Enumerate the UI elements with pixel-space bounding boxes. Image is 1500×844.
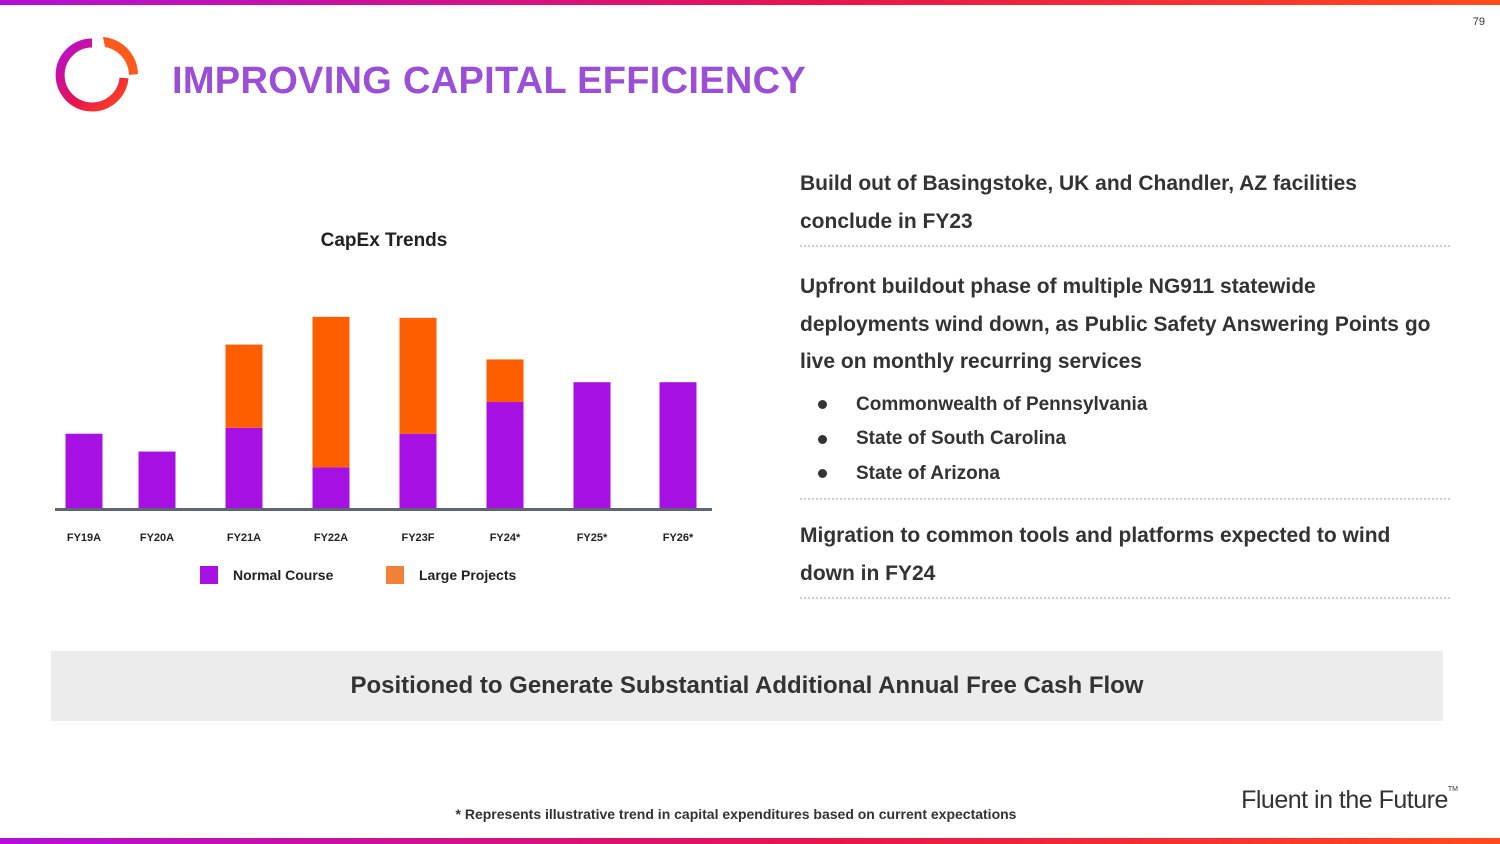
bullet-icon: [818, 469, 827, 479]
state-label: State of South Carolina: [856, 428, 1067, 449]
summary-banner: Positioned to Generate Substantial Addit…: [51, 651, 1443, 721]
bar-normal-course-fy20a: [138, 451, 176, 508]
state-list: Commonwealth of Pennsylvania State of So…: [800, 388, 1450, 492]
legend-swatch-large-projects: [386, 566, 404, 584]
point-migration: Migration to common tools and platforms …: [800, 500, 1450, 599]
bar-large-projects-fy24: [486, 359, 524, 403]
bar-normal-course-fy19a: [65, 433, 103, 508]
chart-title: CapEx Trends: [320, 230, 448, 251]
bar-normal-course-fy26: [659, 382, 697, 508]
ring-logo-icon: [55, 37, 138, 112]
tagline-text: Fluent in the Future: [1241, 786, 1448, 814]
right-panel: Build out of Basingstoke, UK and Chandle…: [800, 165, 1450, 599]
x-tick-label: FY26*: [663, 532, 694, 544]
trademark-mark: TM: [1447, 786, 1458, 793]
legend-swatch-normal-course: [200, 566, 218, 584]
point-migration-text: Migration to common tools and platforms …: [800, 524, 1391, 585]
point-facilities-text: Build out of Basingstoke, UK and Chandle…: [800, 172, 1357, 233]
chart-legend: Normal Course Large Projects: [200, 566, 620, 590]
bar-normal-course-fy22a: [312, 467, 350, 508]
x-tick-label: FY23F: [401, 532, 434, 544]
legend-item-normal-course: Normal Course: [200, 566, 333, 584]
bar-normal-course-fy21a: [225, 427, 263, 508]
bullet-icon: [818, 434, 827, 444]
page-number: 79: [1472, 16, 1485, 28]
tagline: Fluent in the FutureTM: [1241, 786, 1458, 815]
list-item: Commonwealth of Pennsylvania: [800, 388, 1450, 423]
summary-banner-text: Positioned to Generate Substantial Addit…: [350, 672, 1144, 699]
x-tick-label: FY21A: [227, 532, 261, 544]
footnote: * Represents illustrative trend in capit…: [455, 806, 1017, 822]
bar-normal-course-fy24: [486, 402, 524, 508]
bar-normal-course-fy25: [573, 382, 611, 508]
bar-large-projects-fy23f: [399, 317, 437, 434]
legend-item-large-projects: Large Projects: [386, 566, 516, 584]
chart-plot: FY19A FY20A FY21A FY22A FY23F FY24* FY25* FY26*: [55, 316, 712, 544]
state-label: Commonwealth of Pennsylvania: [856, 393, 1148, 415]
x-tick-label: FY20A: [140, 532, 174, 544]
page-title: IMPROVING CAPITAL EFFICIENCY: [172, 60, 807, 102]
state-label: State of Arizona: [856, 462, 1000, 484]
bottom-accent-bar: [0, 838, 1500, 844]
x-tick-label: FY22A: [314, 532, 348, 544]
list-item: State of Arizona: [800, 457, 1450, 492]
bar-large-projects-fy22a: [312, 316, 350, 468]
legend-label-normal-course: Normal Course: [233, 567, 334, 583]
top-accent-bar: [0, 0, 1500, 5]
x-tick-label: FY25*: [577, 532, 608, 544]
bullet-icon: [818, 400, 827, 410]
list-item: State of South Carolina: [800, 422, 1450, 457]
x-tick-label: FY19A: [67, 532, 101, 544]
x-tick-label: FY24*: [490, 532, 521, 544]
legend-label-large-projects: Large Projects: [419, 567, 517, 583]
point-facilities: Build out of Basingstoke, UK and Chandle…: [800, 165, 1450, 247]
point-ng911: Upfront buildout phase of multiple NG911…: [800, 247, 1450, 500]
bar-normal-course-fy23f: [399, 433, 437, 508]
capex-chart: CapEx Trends FY19A FY20A FY21A FY22A FY23F FY…: [40, 220, 740, 600]
point-ng911-text: Upfront buildout phase of multiple NG911…: [800, 275, 1431, 373]
bar-large-projects-fy21a: [225, 344, 263, 428]
